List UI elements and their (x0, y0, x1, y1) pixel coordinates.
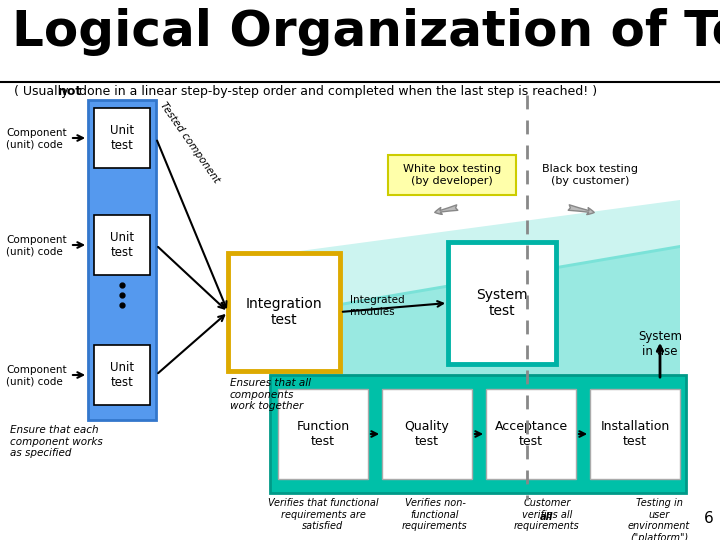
Polygon shape (270, 200, 680, 318)
Bar (94, 215, 150, 275)
Bar (388, 155, 516, 195)
Text: done in a linear step-by-step order and completed when the last step is reached!: done in a linear step-by-step order and … (75, 85, 597, 98)
Text: Function
test: Function test (297, 420, 350, 448)
Text: Integrated
modules: Integrated modules (350, 295, 405, 316)
Text: Verifies non-
functional
requirements: Verifies non- functional requirements (402, 498, 468, 531)
Bar (590, 389, 680, 479)
Bar (94, 345, 150, 405)
Text: Integration
test: Integration test (246, 297, 323, 327)
Text: Tested component: Tested component (158, 100, 221, 185)
Text: Ensures that all
components
work together: Ensures that all components work togethe… (230, 378, 311, 411)
Text: Logical Organization of Testing: Logical Organization of Testing (12, 8, 720, 56)
Bar (486, 389, 576, 479)
Text: ( Usually: ( Usually (14, 85, 73, 98)
Bar (94, 108, 150, 168)
Polygon shape (270, 245, 680, 430)
Text: System
test: System test (476, 288, 528, 318)
Bar (448, 242, 556, 364)
Text: Black box testing
(by customer): Black box testing (by customer) (542, 164, 638, 186)
Text: Unit
test: Unit test (110, 361, 134, 389)
Text: Ensure that each
component works
as specified: Ensure that each component works as spec… (10, 425, 103, 458)
Text: Unit
test: Unit test (110, 231, 134, 259)
Bar (228, 253, 340, 371)
Text: 6: 6 (704, 511, 714, 526)
Text: Installation
test: Installation test (600, 420, 670, 448)
Bar (382, 389, 472, 479)
Text: Component
(unit) code: Component (unit) code (6, 235, 67, 256)
Text: System
in use: System in use (638, 330, 682, 358)
Text: all: all (540, 512, 554, 522)
Bar (278, 389, 368, 479)
Text: Component
(unit) code: Component (unit) code (6, 128, 67, 150)
Text: Acceptance
test: Acceptance test (495, 420, 567, 448)
Text: Quality
test: Quality test (405, 420, 449, 448)
Text: Verifies that functional
requirements are
satisfied: Verifies that functional requirements ar… (268, 498, 378, 531)
Text: Testing in
user
environment
("platform"): Testing in user environment ("platform") (628, 498, 690, 540)
Text: Component
(unit) code: Component (unit) code (6, 365, 67, 387)
Text: White box testing
(by developer): White box testing (by developer) (403, 164, 501, 186)
Bar (88, 100, 156, 420)
Bar (270, 375, 686, 493)
Text: Unit
test: Unit test (110, 124, 134, 152)
Text: not: not (58, 85, 81, 98)
Text: Customer
verifies all
requirements: Customer verifies all requirements (514, 498, 580, 531)
